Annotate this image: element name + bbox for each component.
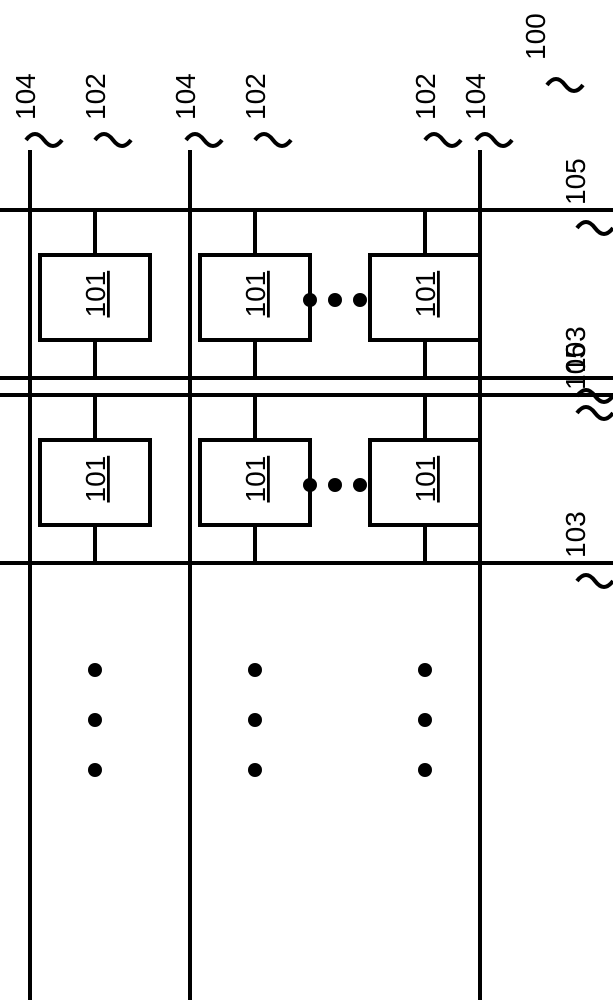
lead-104: [186, 134, 222, 146]
lead-103: [577, 575, 613, 587]
lead-100: [547, 79, 583, 91]
ellipsis-dot: [328, 478, 342, 492]
lead-105: [577, 407, 613, 419]
column-label-102: 102: [240, 73, 271, 120]
ellipsis-dot: [303, 478, 317, 492]
ellipsis-dot: [248, 663, 262, 677]
ellipsis-dot: [88, 763, 102, 777]
ellipsis-dot: [328, 293, 342, 307]
lead-102: [425, 134, 461, 146]
diagram-canvas: 1001041041041051031011011011051031011011…: [0, 0, 613, 1000]
ellipsis-dot: [418, 763, 432, 777]
cell-id-101: 101: [410, 456, 441, 503]
ellipsis-dot: [353, 293, 367, 307]
column-label-102: 102: [410, 73, 441, 120]
ellipsis-dot: [303, 293, 317, 307]
lead-104: [476, 134, 512, 146]
cell-id-101: 101: [80, 456, 111, 503]
cell-id-101: 101: [410, 271, 441, 318]
row-label-103: 103: [560, 511, 591, 558]
row-label-105: 105: [560, 158, 591, 205]
ellipsis-dot: [418, 713, 432, 727]
lead-105: [577, 222, 613, 234]
bus-label-104: 104: [10, 73, 41, 120]
cell-id-101: 101: [240, 271, 271, 318]
ellipsis-dot: [88, 713, 102, 727]
ellipsis-dot: [248, 713, 262, 727]
column-label-102: 102: [80, 73, 111, 120]
figure-id: 100: [520, 13, 551, 60]
ellipsis-dot: [88, 663, 102, 677]
bus-label-104: 104: [460, 73, 491, 120]
lead-102: [95, 134, 131, 146]
ellipsis-dot: [353, 478, 367, 492]
row-label-105: 105: [560, 343, 591, 390]
cell-id-101: 101: [80, 271, 111, 318]
ellipsis-dot: [248, 763, 262, 777]
lead-104: [26, 134, 62, 146]
bus-label-104: 104: [170, 73, 201, 120]
ellipsis-dot: [418, 663, 432, 677]
cell-id-101: 101: [240, 456, 271, 503]
lead-102: [255, 134, 291, 146]
